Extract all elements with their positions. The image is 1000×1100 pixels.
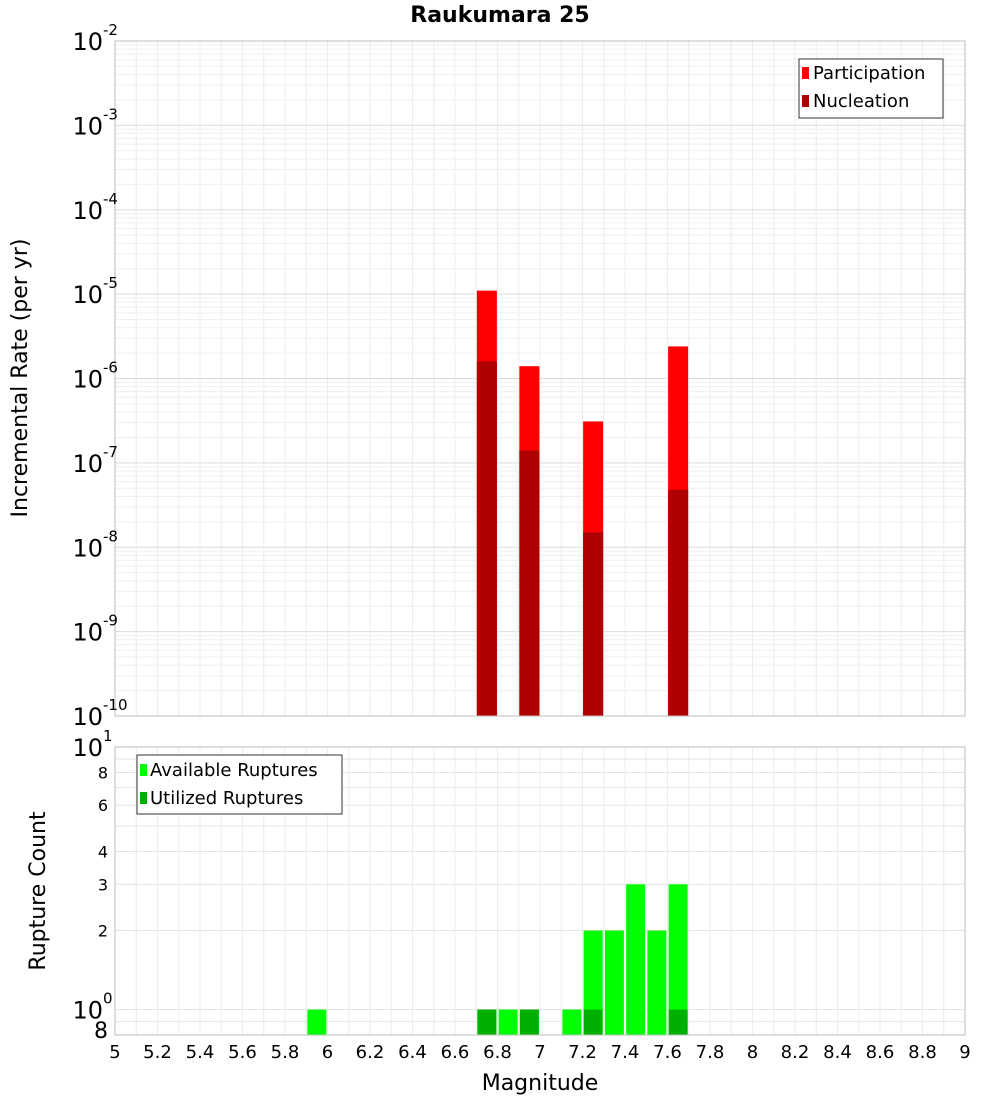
- top-y-tick-exponent: -10: [103, 696, 128, 714]
- top-y-tick-label: 10: [72, 281, 103, 309]
- bottom-y-axis-title: Rupture Count: [26, 811, 51, 971]
- bar-nucleation: [668, 489, 689, 716]
- x-tick-label: 6: [322, 1042, 333, 1063]
- bottom-plot-border: [114, 746, 966, 1036]
- bar-nucleation: [583, 532, 604, 716]
- top-legend: Participation Nucleation: [798, 58, 944, 119]
- bar-available-ruptures: [307, 1009, 327, 1035]
- x-tick-label: 5.4: [186, 1042, 215, 1063]
- top-y-tick-exponent: -2: [103, 21, 118, 39]
- bar-utilized-ruptures: [583, 1009, 603, 1035]
- x-tick-label: 6.4: [398, 1042, 427, 1063]
- bottom-y-tick-label: 4: [98, 842, 108, 861]
- bottom-legend-box: [136, 754, 343, 815]
- x-tick-label: 8.4: [823, 1042, 852, 1063]
- utilized-ruptures-label: Utilized Ruptures: [150, 788, 303, 809]
- x-tick-label: 7.8: [696, 1042, 725, 1063]
- top-legend-box: [798, 58, 944, 119]
- bar-available-ruptures: [668, 884, 688, 1035]
- top-y-tick-label: 10: [72, 197, 103, 225]
- top-bars: [476, 290, 689, 716]
- x-tick-label: 8.2: [781, 1042, 810, 1063]
- x-tick-label: 5.2: [143, 1042, 172, 1063]
- bottom-y-tick-label: 2: [98, 922, 108, 941]
- top-y-tick-exponent: -6: [103, 359, 118, 377]
- bottom-y-tick-label: 8: [98, 763, 108, 782]
- top-y-tick-label: 10: [72, 28, 103, 56]
- bar-available-ruptures: [498, 1009, 518, 1035]
- utilized-swatch: [140, 792, 147, 804]
- bar-available-ruptures: [583, 930, 603, 1035]
- top-y-tick-exponent: -5: [103, 274, 118, 292]
- bottom-y-tick-label: 3: [98, 875, 108, 894]
- x-tick-label: 8.6: [866, 1042, 895, 1063]
- bottom-y-tick-label: 10: [72, 734, 103, 762]
- top-y-tick-exponent: -7: [103, 443, 118, 461]
- top-y-tick-exponent: -3: [103, 105, 118, 123]
- x-tick-label: 8: [747, 1042, 758, 1063]
- participation-label: Participation: [813, 63, 925, 84]
- x-tick-label: 5.8: [271, 1042, 300, 1063]
- top-y-tick-exponent: -8: [103, 527, 118, 545]
- bar-nucleation: [476, 361, 497, 716]
- bar-utilized-ruptures: [519, 1009, 539, 1035]
- bottom-y-tick-exponent: 1: [103, 727, 113, 745]
- bar-nucleation: [519, 450, 540, 716]
- x-tick-label: 5.6: [228, 1042, 257, 1063]
- bottom-y-tick-label: 10: [72, 997, 103, 1025]
- top-y-tick-label: 10: [72, 619, 103, 647]
- x-tick-label: 7.4: [611, 1042, 640, 1063]
- top-y-axis-title: Incremental Rate (per yr): [8, 239, 33, 518]
- bottom-y-tick-exponent: 0: [103, 990, 113, 1008]
- top-y-tick-label: 10: [72, 366, 103, 394]
- available-ruptures-label: Available Ruptures: [150, 760, 318, 781]
- top-plot-border: [114, 40, 966, 717]
- bar-utilized-ruptures: [477, 1009, 497, 1035]
- bottom-legend: Available Ruptures Utilized Ruptures: [136, 754, 343, 815]
- participation-swatch: [802, 67, 809, 79]
- x-tick-label: 7.2: [568, 1042, 597, 1063]
- x-tick-label: 8.8: [908, 1042, 937, 1063]
- bar-available-ruptures: [647, 930, 667, 1035]
- top-y-tick-label: 10: [72, 534, 103, 562]
- top-y-tick-label: 10: [72, 112, 103, 140]
- bottom-bars: [307, 884, 688, 1035]
- top-grid: [114, 41, 966, 717]
- top-y-tick-exponent: -9: [103, 612, 118, 630]
- x-tick-label: 5: [109, 1042, 120, 1063]
- x-tick-label: 6.2: [356, 1042, 385, 1063]
- bar-available-ruptures: [626, 884, 646, 1035]
- bottom-y-tick-label: 6: [98, 796, 108, 815]
- nucleation-swatch: [802, 95, 809, 107]
- top-y-tick-label: 10: [72, 703, 103, 731]
- x-ticks: 5 5.2 5.4 5.6 5.8 6 6.2 6.4 6.6 6.8 7 7.2 7.4 7.6 7.8 8…: [109, 1042, 970, 1063]
- top-y-tick-exponent: -4: [103, 190, 118, 208]
- bar-available-ruptures: [562, 1009, 582, 1035]
- nucleation-label: Nucleation: [813, 91, 909, 112]
- x-tick-label: 7: [534, 1042, 545, 1063]
- x-tick-label: 6.8: [483, 1042, 512, 1063]
- bottom-y-tick-label: 8: [94, 1019, 108, 1044]
- x-axis-title: Magnitude: [482, 1071, 599, 1096]
- chart-title: Raukumara 25: [410, 3, 589, 28]
- x-tick-label: 7.6: [653, 1042, 682, 1063]
- top-y-tick-label: 10: [72, 450, 103, 478]
- available-swatch: [140, 764, 147, 776]
- bar-available-ruptures: [604, 930, 624, 1035]
- x-tick-label: 6.6: [441, 1042, 470, 1063]
- bar-utilized-ruptures: [668, 1009, 688, 1035]
- x-tick-label: 9: [959, 1042, 970, 1063]
